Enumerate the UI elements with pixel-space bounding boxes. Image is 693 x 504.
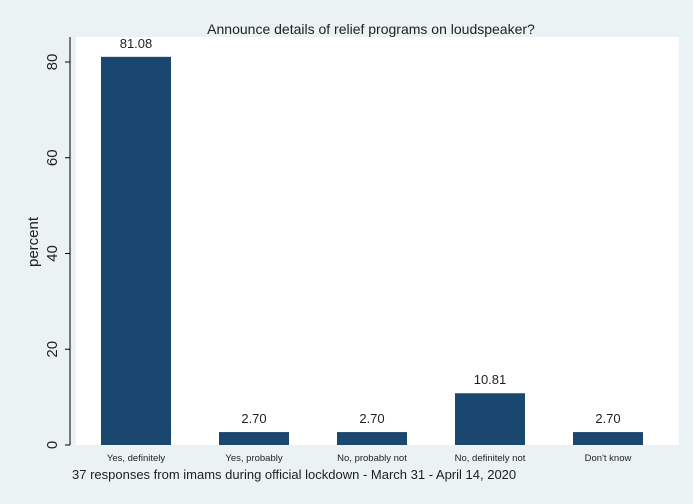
bar xyxy=(455,393,525,445)
y-tick-label: 20 xyxy=(44,341,61,358)
chart-title: Announce details of relief programs on l… xyxy=(207,21,535,37)
bar xyxy=(337,432,407,445)
category-label: No, probably not xyxy=(337,453,407,464)
y-axis-label: percent xyxy=(25,216,42,267)
bar-value-label: 81.08 xyxy=(120,36,153,51)
plot-area xyxy=(76,37,679,445)
category-labels: Yes, definitely Yes, probably No, probably… xyxy=(107,453,632,464)
bar-value-label: 2.70 xyxy=(359,411,384,426)
bar xyxy=(101,56,171,445)
chart-note: 37 responses from imams during official … xyxy=(72,467,516,482)
category-label: Yes, definitely xyxy=(107,453,166,464)
y-tick-label: 40 xyxy=(44,245,61,262)
category-label: Don't know xyxy=(585,453,632,464)
bar-value-label: 2.70 xyxy=(241,411,266,426)
y-tick-label: 60 xyxy=(44,149,61,166)
bar-value-label: 10.81 xyxy=(474,372,507,387)
bar-value-labels: 81.08 2.70 2.70 10.81 2.70 xyxy=(120,36,621,426)
category-label: Yes, probably xyxy=(225,453,282,464)
y-ticks: 0 20 40 60 80 xyxy=(44,54,70,449)
bar xyxy=(573,432,643,445)
bar xyxy=(219,432,289,445)
y-tick-label: 80 xyxy=(44,54,61,71)
y-tick-label: 0 xyxy=(44,441,61,449)
bar-value-label: 2.70 xyxy=(595,411,620,426)
category-label: No, definitely not xyxy=(455,453,526,464)
bars xyxy=(101,56,643,445)
